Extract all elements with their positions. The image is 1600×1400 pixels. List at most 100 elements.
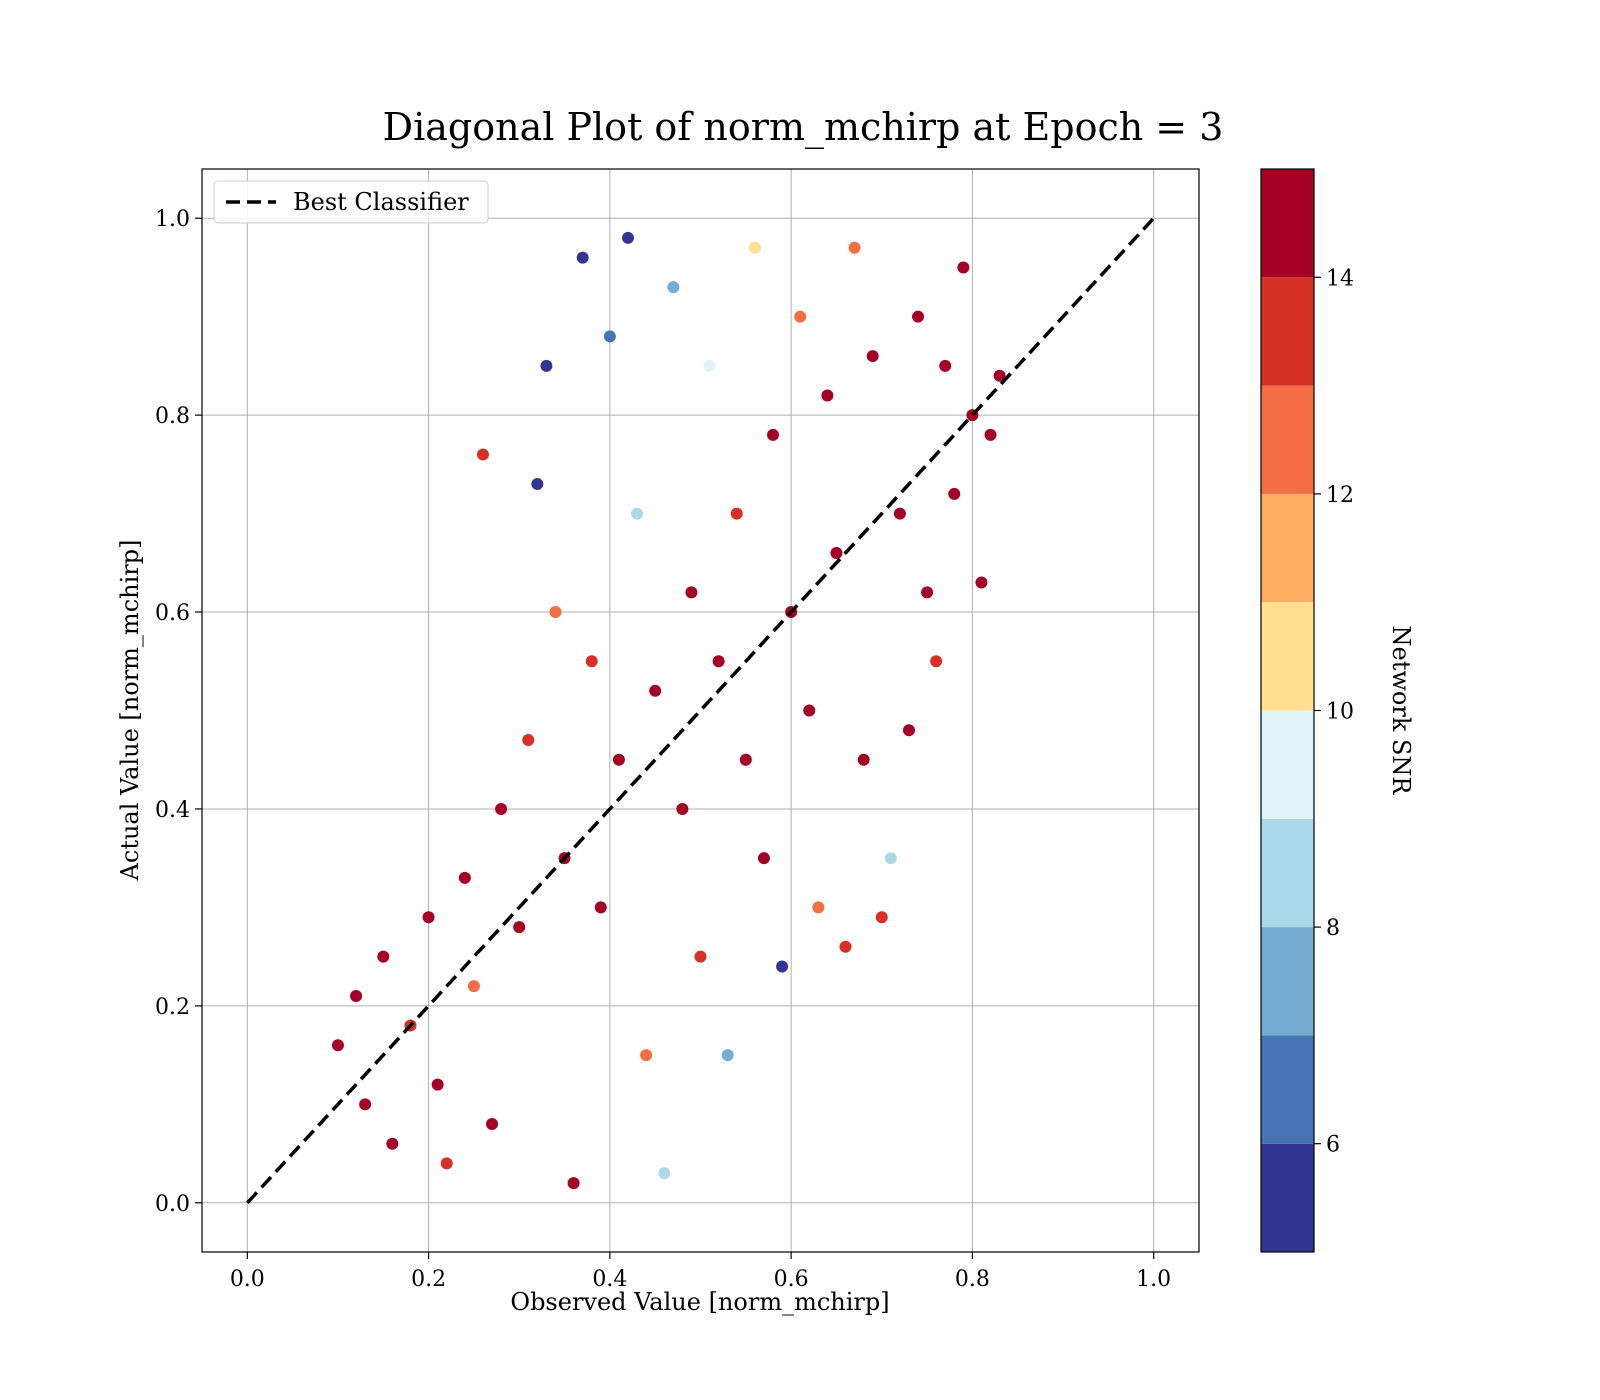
legend: Best Classifier <box>213 180 489 224</box>
scatter-point <box>359 1098 372 1111</box>
colorbar-bin <box>1261 818 1314 928</box>
scatter-point <box>839 940 852 953</box>
scatter-point <box>467 980 480 993</box>
y-axis-ticks: 0.0 0.2 0.4 0.6 0.8 1.0 <box>155 207 202 1217</box>
scatter-point <box>893 507 906 520</box>
colorbar-bin <box>1261 710 1314 819</box>
scatter-point <box>603 330 616 343</box>
scatter-point <box>377 950 390 963</box>
scatter-point <box>712 655 725 668</box>
scatter-point <box>948 487 961 500</box>
scatter-point <box>350 990 363 1003</box>
colorbar-bin <box>1261 1035 1314 1144</box>
scatter-point <box>957 261 970 274</box>
scatter-point <box>939 359 952 372</box>
scatter-point <box>757 852 770 865</box>
scatter-point <box>476 448 489 461</box>
scatter-point <box>993 369 1006 382</box>
scatter-point <box>431 1078 444 1091</box>
y-tick-label: 0.8 <box>155 404 190 429</box>
y-axis-label: Actual Value [norm_mchirp] <box>116 540 144 882</box>
colorbar-bin <box>1261 277 1314 386</box>
scatter-point <box>821 389 834 402</box>
best-classifier-line <box>246 217 1155 1204</box>
scatter-point <box>440 1157 453 1170</box>
x-tick-label: 0.0 <box>230 1267 265 1292</box>
scatter-point <box>486 1118 499 1131</box>
colorbar-bin <box>1261 602 1314 711</box>
scatter-point <box>621 231 634 244</box>
scatter-point <box>576 251 589 264</box>
x-tick-label: 0.2 <box>411 1267 446 1292</box>
scatter-point <box>549 606 562 619</box>
scatter-point <box>522 734 535 747</box>
colorbar-bin <box>1261 169 1314 278</box>
scatter-point <box>776 960 789 973</box>
scatter-point <box>902 724 915 737</box>
y-tick-label: 0.6 <box>155 601 190 626</box>
x-axis-ticks: 0.0 0.2 0.4 0.6 0.8 1.0 <box>230 1252 1171 1292</box>
plot-frame <box>201 168 1200 1253</box>
scatter-point <box>386 1137 399 1150</box>
scatter-point <box>640 1049 653 1062</box>
scatter-point <box>721 1049 734 1062</box>
scatter-point <box>748 241 761 254</box>
x-tick-label: 0.6 <box>774 1267 809 1292</box>
scatter-point <box>866 350 879 363</box>
scatter-point <box>739 753 752 766</box>
colorbar: 6 8 10 12 14 Network SNR <box>1260 168 1415 1253</box>
scatter-point <box>703 359 716 372</box>
scatter-point <box>912 310 925 323</box>
colorbar-tick-label: 6 <box>1326 1133 1340 1158</box>
scatter-point <box>794 310 807 323</box>
colorbar-label: Network SNR <box>1387 626 1415 796</box>
scatter-point <box>730 507 743 520</box>
scatter-point <box>767 428 780 441</box>
colorbar-tick-label: 8 <box>1326 916 1340 941</box>
scatter-point <box>658 1167 671 1180</box>
scatter-point <box>921 586 934 599</box>
scatter-point <box>585 655 598 668</box>
scatter-point <box>848 241 861 254</box>
colorbar-tick-label: 12 <box>1326 483 1354 508</box>
y-tick-label: 1.0 <box>155 207 190 232</box>
y-tick-label: 0.0 <box>155 1192 190 1217</box>
scatter-point <box>513 921 526 934</box>
x-tick-label: 1.0 <box>1136 1267 1171 1292</box>
scatter-point <box>803 704 816 717</box>
colorbar-tick-label: 10 <box>1326 700 1354 725</box>
legend-label-best-classifier: Best Classifier <box>293 188 469 216</box>
scatter-point <box>975 576 988 589</box>
scatter-point <box>875 911 888 924</box>
colorbar-bin <box>1261 493 1314 603</box>
scatter-point <box>694 950 707 963</box>
colorbar-bin <box>1261 927 1314 1036</box>
scatter-point <box>458 871 471 884</box>
colorbar-tick-label: 14 <box>1326 266 1354 291</box>
scatter-point <box>531 478 544 491</box>
scatter-point <box>857 753 870 766</box>
plot-area: 0.0 0.2 0.4 0.6 0.8 1.0 0.0 0.2 0.4 0.6 0.8 1.0 <box>155 168 1200 1292</box>
scatter-points <box>331 231 1006 1190</box>
scatter-point <box>540 359 553 372</box>
scatter-point <box>422 911 435 924</box>
scatter-point <box>685 586 698 599</box>
scatter-point <box>331 1039 344 1052</box>
scatter-point <box>612 753 625 766</box>
grid-lines <box>202 169 1199 1252</box>
scatter-point <box>631 507 644 520</box>
x-tick-label: 0.8 <box>955 1267 990 1292</box>
colorbar-bin <box>1261 385 1314 494</box>
scatter-point <box>495 802 508 815</box>
scatter-point <box>567 1177 580 1190</box>
scatter-point <box>884 852 897 865</box>
x-tick-label: 0.4 <box>592 1267 627 1292</box>
colorbar-bins <box>1261 169 1314 1252</box>
colorbar-bin <box>1261 1143 1314 1252</box>
legend-box <box>213 180 489 224</box>
scatter-point <box>649 684 662 697</box>
scatter-point <box>812 901 825 914</box>
scatter-point <box>667 281 680 294</box>
scatter-point <box>930 655 943 668</box>
